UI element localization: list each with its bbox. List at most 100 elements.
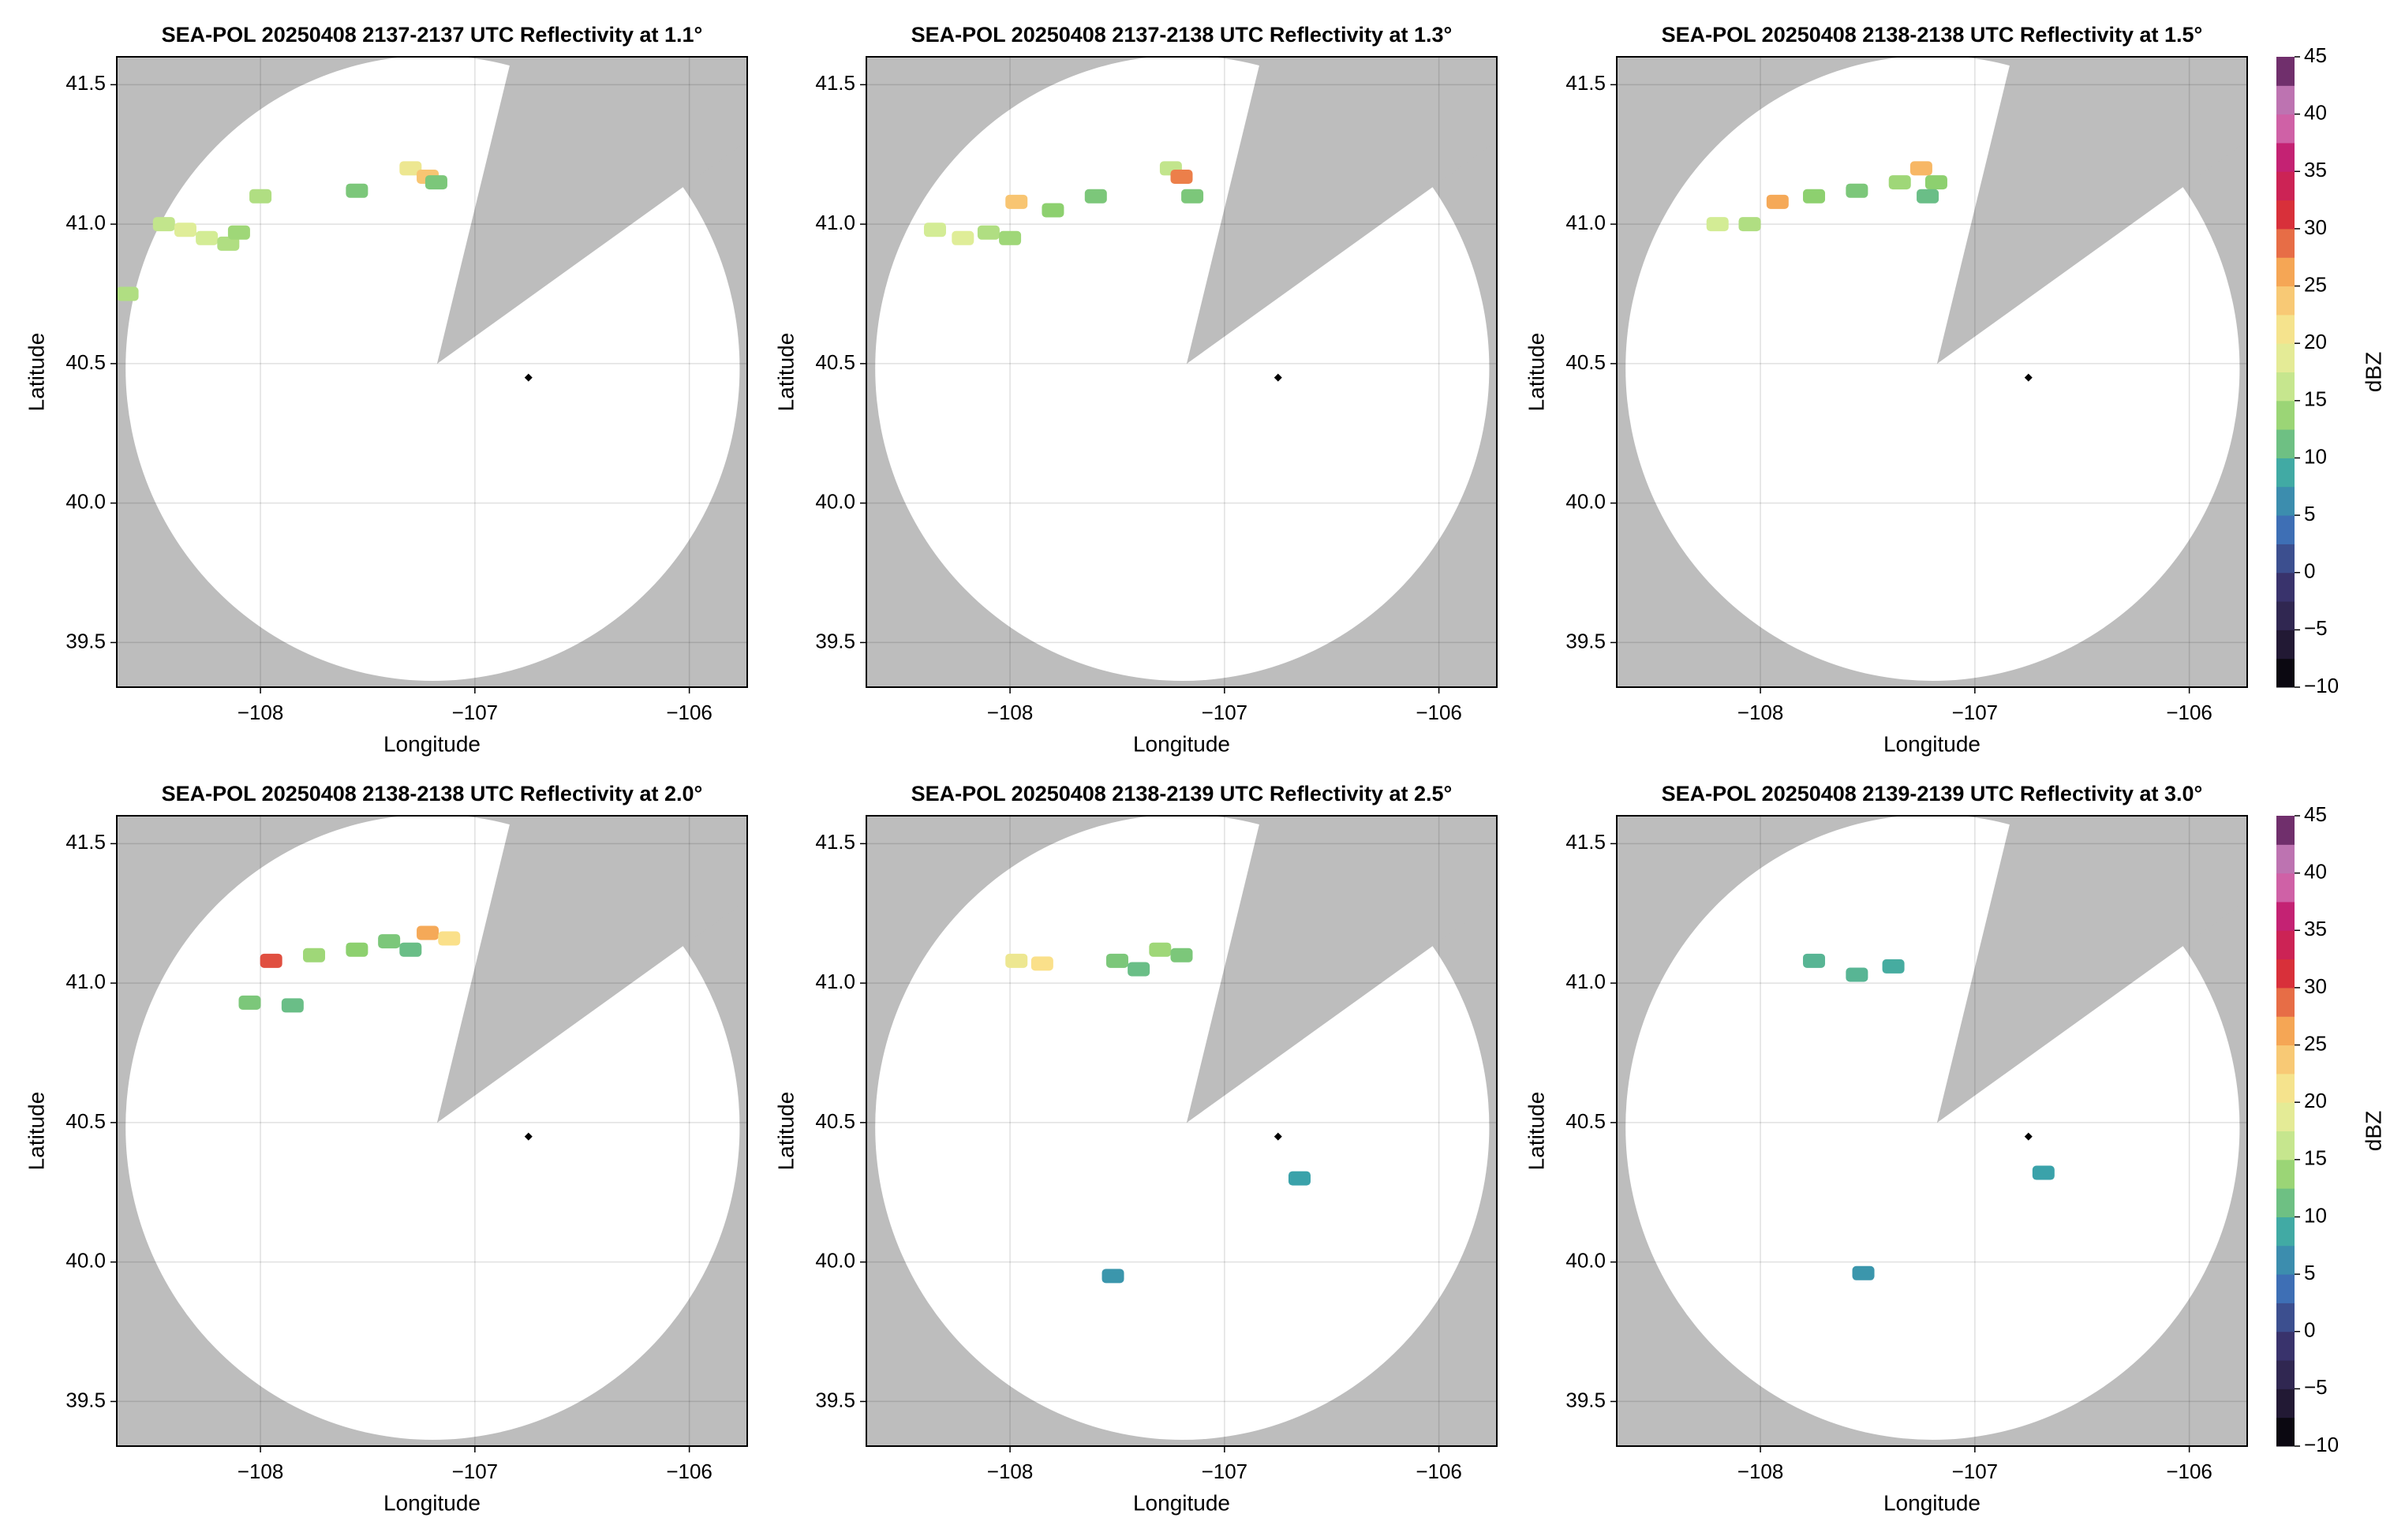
x-axis-label: Longitude	[1883, 731, 1980, 756]
chart-title: SEA-POL 20250408 2137-2137 UTC Reflectiv…	[162, 23, 703, 47]
echo	[1005, 953, 1028, 968]
x-tick-label: −106	[1416, 1460, 1462, 1483]
y-tick-label: 40.5	[65, 350, 106, 374]
echo	[1766, 194, 1789, 209]
y-tick-label: 40.0	[65, 1249, 106, 1273]
echo	[238, 995, 261, 1010]
colorbar-tick-label: 10	[2304, 1203, 2327, 1227]
colorbar-tick-label: 35	[2304, 158, 2327, 181]
y-tick-label: 41.0	[815, 211, 855, 234]
plot-frame	[116, 815, 748, 1447]
colorbar-tick-label: 40	[2304, 101, 2327, 125]
blind-sector	[436, 816, 747, 1123]
echo	[303, 948, 326, 962]
radar-site	[1274, 373, 1282, 382]
echo	[1882, 959, 1905, 974]
y-tick-label: 41.0	[815, 970, 855, 993]
echo	[1102, 1269, 1124, 1284]
y-tick-label: 40.5	[65, 1109, 106, 1133]
plot-frame	[866, 815, 1498, 1447]
colorbar-band	[2276, 1245, 2295, 1275]
plot-area	[866, 57, 1497, 687]
colorbar-band	[2276, 1274, 2295, 1303]
echo	[425, 175, 447, 190]
echo	[1288, 1171, 1311, 1186]
colorbar-band	[2276, 372, 2295, 402]
colorbar-band	[2276, 85, 2295, 115]
colorbar-band	[2276, 515, 2295, 544]
y-tick-label: 39.5	[65, 1388, 106, 1411]
blind-sector	[1936, 57, 2247, 364]
echo	[1170, 948, 1193, 962]
colorbar-band	[2276, 930, 2295, 960]
colorbar-band	[2276, 142, 2295, 172]
echo	[1030, 956, 1053, 971]
colorbar-tick-label: −10	[2304, 1433, 2339, 1456]
colorbar-tick-label: −5	[2304, 1375, 2328, 1399]
x-axis-label: Longitude	[1883, 1490, 1980, 1515]
y-axis-label: Latitude	[1524, 333, 1548, 412]
colorbar-band	[2276, 658, 2295, 688]
colorbar-tick-label: 30	[2304, 974, 2327, 998]
colorbar-band	[2276, 57, 2295, 86]
colorbar-tick-label: 15	[2304, 1146, 2327, 1170]
radar-site	[2024, 1132, 2033, 1141]
echo	[346, 183, 368, 198]
colorbar-band	[2276, 959, 2295, 989]
echo	[1738, 217, 1761, 232]
colorbar-band	[2276, 987, 2295, 1017]
y-tick-label: 40.5	[815, 1109, 855, 1133]
colorbar-tick-label: 25	[2304, 1031, 2327, 1055]
y-tick-label: 40.0	[65, 490, 106, 514]
colorbar-band	[2276, 114, 2295, 144]
echo	[399, 161, 422, 176]
colorbar-tick-label: 0	[2304, 1318, 2315, 1342]
echo	[1846, 183, 1868, 198]
colorbar-band	[2276, 1073, 2295, 1103]
x-tick-label: −106	[2166, 701, 2212, 724]
echo	[249, 189, 272, 204]
colorbar-band	[2276, 544, 2295, 574]
plot-area	[117, 57, 747, 687]
panel: −108 −107 −106 39.5 40.0 40.5 41.0 41.5 SEA-POL …	[1524, 23, 2385, 756]
x-tick-label: −106	[666, 701, 713, 724]
echo	[2032, 1165, 2055, 1180]
colorbar-band	[2276, 1217, 2295, 1247]
x-tick-label: −106	[2166, 1460, 2212, 1483]
colorbar-tick-label: 20	[2304, 1089, 2327, 1112]
y-axis-label: Latitude	[24, 333, 48, 412]
y-tick-label: 39.5	[815, 1388, 855, 1411]
radar-site	[2024, 373, 2033, 382]
y-tick-label: 41.5	[65, 71, 106, 95]
y-tick-label: 41.5	[1565, 830, 1606, 854]
colorbar-band	[2276, 343, 2295, 372]
y-tick-label: 39.5	[815, 629, 855, 652]
colorbar-band	[2276, 901, 2295, 931]
radar-site	[1274, 1132, 1282, 1141]
echo	[227, 225, 250, 240]
echo	[417, 925, 439, 940]
colorbar-tick-label: −5	[2304, 616, 2328, 640]
colorbar-band	[2276, 1102, 2295, 1131]
echo	[999, 230, 1022, 245]
x-tick-label: −107	[1952, 1460, 1999, 1483]
echo	[196, 230, 219, 245]
y-axis-label: Latitude	[773, 1092, 798, 1171]
x-tick-label: −107	[452, 701, 499, 724]
echo	[399, 942, 422, 957]
colorbar-tick-label: −10	[2304, 674, 2339, 697]
colorbar-band	[2276, 314, 2295, 344]
y-axis-label: Latitude	[24, 1092, 48, 1171]
colorbar-band	[2276, 1360, 2295, 1389]
y-tick-label: 41.5	[1565, 71, 1606, 95]
echo	[1149, 942, 1172, 957]
x-tick-label: −106	[666, 1460, 713, 1483]
echo	[117, 286, 139, 301]
y-tick-label: 39.5	[65, 629, 106, 652]
colorbar-band	[2276, 1131, 2295, 1161]
plot-area	[1617, 57, 2247, 687]
x-tick-label: −107	[1202, 701, 1248, 724]
echo	[152, 217, 175, 232]
chart-title: SEA-POL 20250408 2138-2139 UTC Reflectiv…	[911, 782, 1453, 806]
colorbar-tick-label: 25	[2304, 272, 2327, 296]
